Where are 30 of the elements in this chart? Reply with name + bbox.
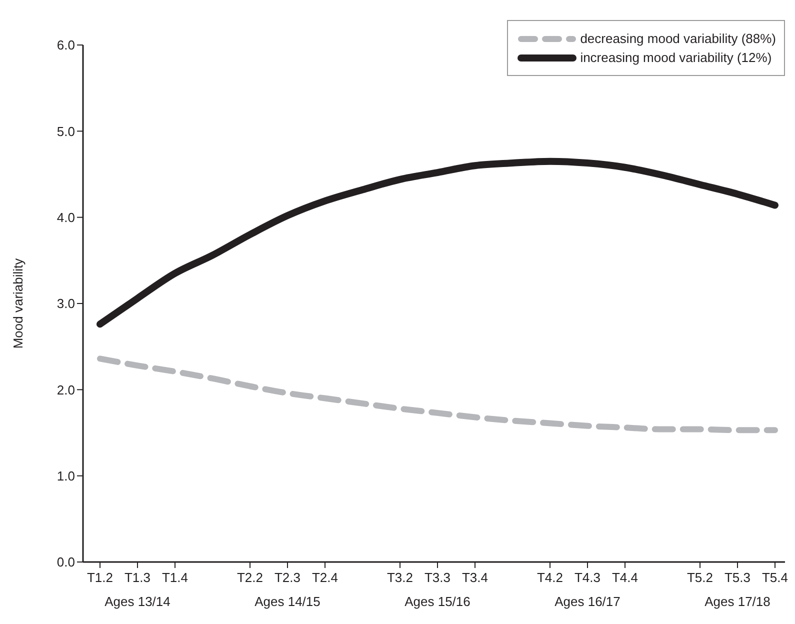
y-axis-title: Mood variability xyxy=(10,258,26,349)
text: Ages 14/15 xyxy=(254,594,320,609)
y-tick-label: 6.0 xyxy=(56,38,75,53)
y-tick-label: 0.0 xyxy=(56,554,75,570)
text: Ages 13/14 xyxy=(104,594,170,609)
y-tick-label: 1.0 xyxy=(56,468,75,484)
y-tick-label: 5.0 xyxy=(56,124,75,139)
x-tick-label: T5.2 xyxy=(686,570,714,585)
text: Ages 15/16 xyxy=(404,594,470,609)
text: Ages 16/17 xyxy=(554,594,620,609)
legend-label: decreasing mood variability (88%) xyxy=(580,31,776,46)
y-tick-label: 2.0 xyxy=(56,382,75,398)
x-tick-label: T2.2 xyxy=(236,570,264,585)
x-tick-label: T4.4 xyxy=(612,570,638,585)
x-tick-label: T2.4 xyxy=(312,570,338,585)
x-tick-label: T1.2 xyxy=(86,570,114,585)
x-tick-label: T5.3 xyxy=(724,570,751,585)
x-tick-label: T3.2 xyxy=(386,570,414,585)
x-tick-label: T5.4 xyxy=(762,570,788,585)
text: Ages 17/18 xyxy=(704,594,770,609)
x-tick-label: T4.2 xyxy=(536,570,564,585)
x-tick-label: T2.3 xyxy=(274,570,301,585)
x-tick-label: T4.3 xyxy=(574,570,601,585)
x-tick-label: T3.4 xyxy=(462,570,488,585)
legend-label: increasing mood variability (12%) xyxy=(580,50,772,65)
x-tick-label: T1.4 xyxy=(162,570,188,585)
y-tick-label: 3.0 xyxy=(56,296,75,312)
y-tick-label: 4.0 xyxy=(56,210,75,225)
x-tick-label: T1.3 xyxy=(124,570,151,585)
x-tick-label: T3.3 xyxy=(424,570,451,585)
